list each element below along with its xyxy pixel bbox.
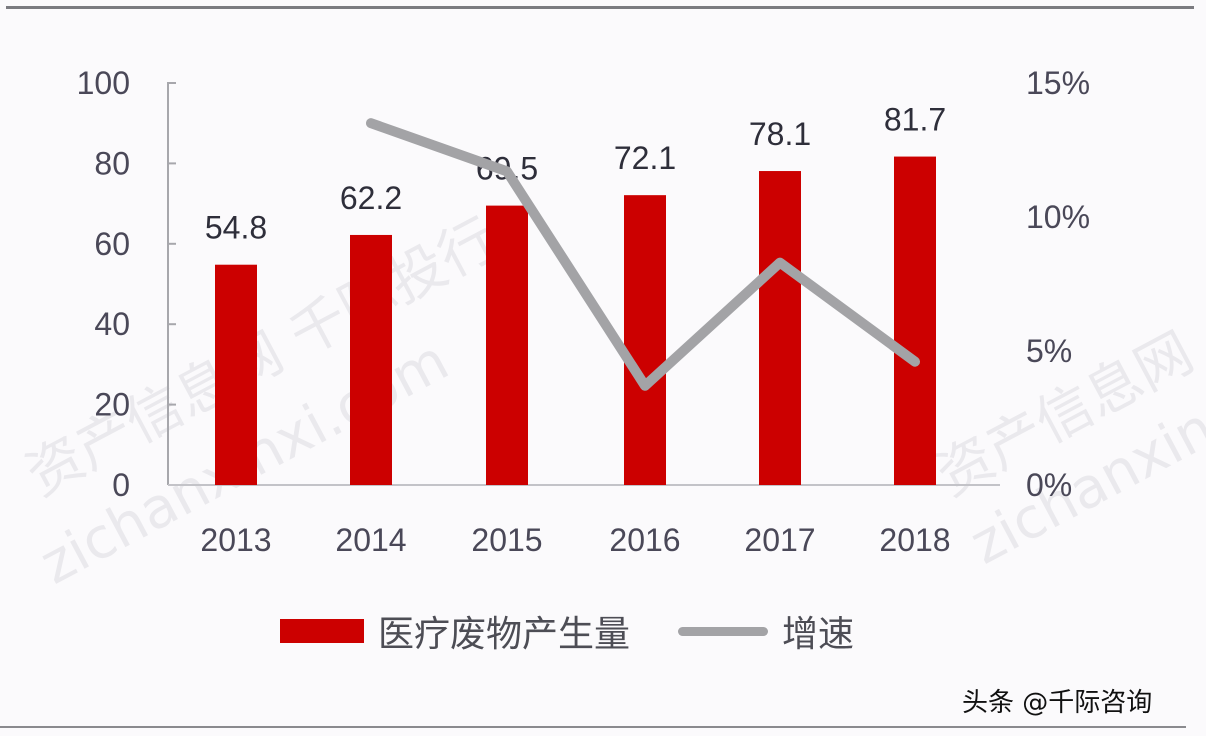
legend-item-line: 增速 — [678, 605, 854, 657]
bar-value-label: 78.1 — [749, 116, 811, 152]
x-category-label: 2017 — [744, 522, 815, 558]
bar — [894, 156, 936, 486]
left-tick-label: 20 — [94, 387, 130, 423]
left-tick-label: 80 — [94, 145, 130, 181]
right-tick-label: 5% — [1026, 333, 1072, 369]
bar — [486, 205, 528, 486]
top-rule — [6, 6, 1194, 9]
right-tick-label: 10% — [1026, 199, 1090, 235]
x-category-label: 2018 — [879, 522, 950, 558]
right-axis-ticks: 0% 5% 10% 15% — [1026, 65, 1090, 503]
bar-value-label: 81.7 — [884, 102, 946, 138]
legend: 医疗废物产生量 增速 — [280, 606, 902, 656]
legend-item-bar: 医疗废物产生量 — [280, 605, 630, 657]
bar-series — [215, 156, 936, 486]
bar-value-label: 62.2 — [340, 180, 402, 216]
x-category-label: 2015 — [471, 522, 542, 558]
legend-bar-label: 医疗废物产生量 — [378, 614, 631, 655]
bar-value-label: 72.1 — [614, 140, 676, 176]
x-axis-categories: 2013 2014 2015 2016 2017 2018 — [200, 522, 950, 558]
x-category-label: 2013 — [200, 522, 271, 558]
bar — [215, 264, 257, 485]
bar — [350, 234, 392, 485]
bar — [624, 195, 666, 485]
growth-line — [366, 118, 920, 391]
right-tick-label: 0% — [1026, 467, 1072, 503]
x-category-label: 2016 — [609, 522, 680, 558]
bottom-rule — [0, 726, 1186, 728]
bar-value-label: 54.8 — [205, 210, 267, 246]
left-tick-label: 40 — [94, 306, 130, 342]
legend-line-label: 增速 — [782, 614, 855, 655]
legend-bar-swatch — [280, 619, 364, 643]
legend-line-swatch — [678, 626, 769, 636]
data-labels: 54.862.269.5 72.178.1 81.7 — [205, 102, 946, 246]
bar — [759, 171, 801, 485]
x-category-label: 2014 — [335, 522, 406, 558]
left-tick-label: 60 — [94, 226, 130, 262]
left-tick-label: 100 — [77, 65, 130, 101]
source-credit: 头条 @千际咨询 — [962, 688, 1153, 718]
left-axis-ticks: 0 20 40 60 80 100 — [77, 65, 176, 503]
right-tick-label: 15% — [1026, 65, 1090, 101]
left-tick-label: 0 — [112, 467, 130, 503]
